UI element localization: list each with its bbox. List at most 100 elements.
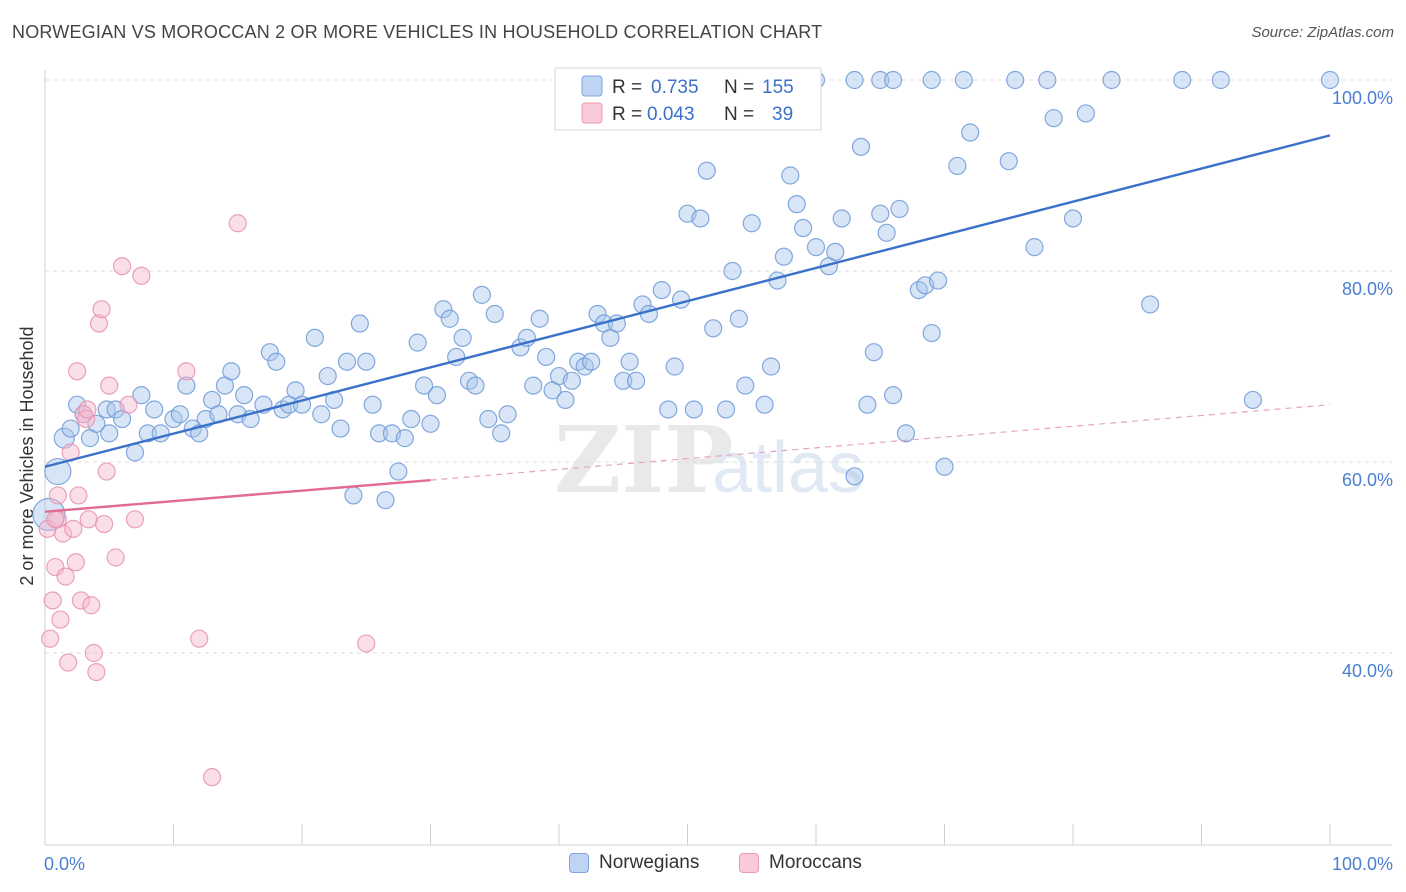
moroccan-point — [68, 362, 87, 381]
legend-n-label-1: N = — [724, 77, 754, 98]
grid-lines — [45, 79, 1392, 654]
norwegian-point — [1211, 70, 1230, 90]
legend-n-value-2: 39 — [772, 104, 793, 125]
norwegian-point — [138, 424, 157, 443]
norwegian-point — [537, 347, 556, 367]
series-norwegians-points — [32, 70, 1340, 532]
norwegian-point — [999, 152, 1018, 171]
legend-swatch-norwegians — [581, 75, 603, 97]
norwegian-point — [440, 309, 459, 328]
norwegian-point — [896, 424, 916, 443]
norwegian-point — [864, 343, 883, 362]
norwegian-point — [620, 352, 639, 371]
norwegian-point — [395, 429, 414, 448]
norwegian-point — [626, 371, 646, 390]
legend-r-value-1: 0.735 — [651, 77, 699, 98]
norwegian-point — [414, 376, 434, 395]
norwegian-point — [845, 70, 864, 90]
norwegian-point — [928, 271, 948, 290]
norwegian-point — [1076, 104, 1095, 123]
norwegian-point — [871, 70, 890, 90]
norwegian-point — [806, 238, 826, 257]
series-legend: Norwegians Moroccans — [0, 852, 1406, 880]
norwegian-point — [684, 400, 704, 419]
norwegian-point — [935, 457, 954, 476]
moroccan-point — [77, 409, 96, 429]
legend-r-label-2: R = — [612, 104, 642, 125]
norwegian-point — [755, 395, 774, 414]
norwegian-point — [235, 386, 254, 405]
norwegian-point — [389, 462, 408, 481]
norwegian-point — [427, 386, 447, 405]
norwegian-point — [922, 323, 941, 343]
legend-item-moroccans[interactable]: Moroccans — [739, 852, 862, 874]
norwegian-point — [344, 486, 363, 505]
norwegian-point — [774, 247, 793, 266]
norwegian-point — [350, 314, 369, 333]
moroccan-point — [202, 768, 222, 787]
norwegian-point — [145, 400, 164, 419]
norwegian-point — [704, 319, 723, 338]
legend-swatch-blue — [569, 853, 589, 873]
legend-label-moroccans: Moroccans — [769, 852, 862, 873]
norwegian-point — [363, 395, 382, 414]
x-tick-labels: 0.0% 100.0% — [44, 854, 1393, 874]
norwegian-point — [357, 352, 376, 371]
norwegian-point — [716, 400, 736, 419]
norwegian-point — [485, 304, 504, 324]
norwegian-point — [125, 443, 145, 462]
moroccan-point — [78, 400, 97, 419]
norwegian-point — [524, 376, 543, 395]
norwegian-point — [1025, 238, 1044, 257]
norwegian-point — [177, 376, 196, 395]
norwegians-trend-line — [44, 134, 1331, 468]
norwegian-point — [421, 414, 440, 433]
norwegian-point — [408, 333, 427, 352]
axes — [44, 70, 1392, 846]
norwegian-point — [582, 352, 601, 371]
legend-swatch-moroccans — [581, 102, 603, 124]
moroccan-point — [71, 591, 91, 610]
norwegian-point — [562, 371, 581, 390]
norwegian-point — [498, 405, 517, 424]
moroccans-trend-extension — [430, 404, 1331, 481]
norwegian-point — [1038, 70, 1057, 90]
norwegian-point — [61, 419, 80, 438]
y-tick-labels: 40.0% 60.0% 80.0% 100.0% — [1332, 88, 1393, 681]
norwegian-point — [948, 156, 967, 176]
y-tick-label: 40.0% — [1342, 661, 1393, 681]
moroccan-point — [357, 634, 376, 653]
legend-r-label-1: R = — [612, 77, 642, 98]
stats-legend: R = 0.735 N = 155 R = 0.043 N = 39 — [554, 67, 822, 131]
norwegian-point — [1006, 70, 1025, 90]
moroccan-point — [112, 257, 132, 276]
norwegian-point — [652, 281, 671, 300]
norwegian-point — [883, 70, 903, 90]
norwegian-point — [222, 362, 241, 381]
moroccan-point — [59, 653, 78, 672]
svg-text:ZIP: ZIP — [554, 406, 733, 514]
legend-item-norwegians[interactable]: Norwegians — [569, 852, 699, 874]
moroccan-point — [95, 514, 114, 534]
moroccan-point — [53, 524, 73, 543]
norwegian-point — [665, 357, 684, 376]
moroccan-point — [106, 548, 125, 567]
norwegian-point — [922, 70, 941, 90]
norwegian-point — [1102, 70, 1121, 90]
legend-label-norwegians: Norwegians — [599, 852, 700, 873]
norwegian-point — [794, 218, 813, 238]
norwegian-point — [691, 209, 710, 228]
moroccan-point — [97, 462, 116, 481]
norwegian-point — [312, 405, 331, 424]
norwegian-point — [466, 376, 485, 395]
norwegian-point — [877, 223, 896, 242]
norwegian-point — [68, 395, 87, 414]
moroccan-point — [48, 486, 67, 505]
norwegian-point — [1044, 109, 1063, 128]
moroccan-point — [82, 596, 101, 615]
norwegian-point — [1173, 70, 1192, 90]
norwegian-point — [132, 386, 151, 405]
moroccan-point — [46, 510, 65, 529]
norwegian-point — [260, 343, 279, 362]
